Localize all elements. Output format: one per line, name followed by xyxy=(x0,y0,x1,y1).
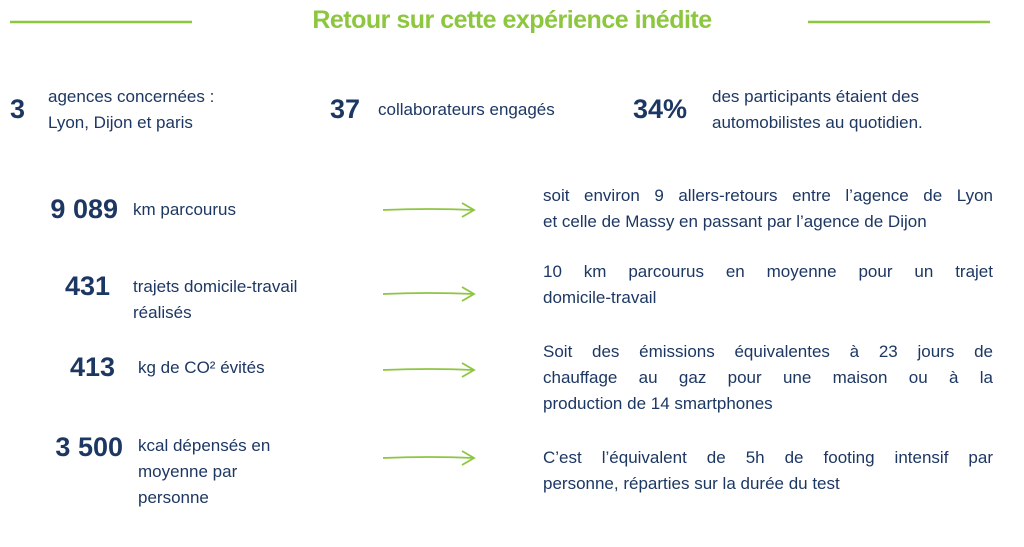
row-value: 3 500 xyxy=(55,432,123,462)
stat-value: 34% xyxy=(633,94,688,124)
line: automobilistes au quotidien. xyxy=(712,113,923,132)
line: C’est l’équivalent de 5h de footing inte… xyxy=(543,448,993,467)
line: et celle de Massy en passant par l’agenc… xyxy=(543,212,927,231)
line: 10 km parcourus en moyenne pour un traje… xyxy=(543,262,993,281)
line: chauffage au gaz pour une maison ou à la xyxy=(543,368,993,387)
row-value: 413 xyxy=(69,352,115,382)
row-label: trajets domicile-travail réalisés xyxy=(133,274,297,326)
title: Retour sur cette expérience inédite xyxy=(312,6,712,34)
line: moyenne par xyxy=(138,462,238,481)
line: trajets domicile-travail xyxy=(133,277,298,296)
row-description: Soit des émissions équivalentes à 23 jou… xyxy=(543,339,993,417)
line: soit environ 9 allers-retours entre l’ag… xyxy=(543,186,993,205)
line: kcal dépensés en xyxy=(138,436,271,455)
stat-value: 3 xyxy=(10,94,26,124)
line: production de 14 smartphones xyxy=(543,394,773,413)
row-description: soit environ 9 allers-retours entre l’ag… xyxy=(543,183,993,235)
arrows xyxy=(382,202,476,466)
stat-value: 37 xyxy=(330,94,361,124)
line: collaborateurs engagés xyxy=(378,100,555,119)
row-description: C’est l’équivalent de 5h de footing inte… xyxy=(543,445,993,497)
line: agences concernées : xyxy=(48,87,215,106)
line: domicile-travail xyxy=(543,288,657,307)
line: des participants étaient des xyxy=(712,87,919,106)
row-label: km parcourus xyxy=(133,197,236,223)
line: Lyon, Dijon et paris xyxy=(48,113,193,132)
stat-label: des participants étaient des automobilist… xyxy=(712,84,923,136)
row-value: 9 089 xyxy=(50,194,118,224)
line: personne, réparties sur la durée du test xyxy=(543,474,840,493)
row-label: kg de CO² évités xyxy=(138,355,265,381)
stat-label: collaborateurs engagés xyxy=(378,97,555,123)
line: personne xyxy=(138,488,209,507)
row-description: 10 km parcourus en moyenne pour un traje… xyxy=(543,259,993,311)
stat-label: agences concernées : Lyon, Dijon et paris xyxy=(48,84,214,136)
row-value: 431 xyxy=(64,271,110,301)
row-label: kcal dépensés en moyenne par personne xyxy=(138,433,270,511)
line: kg de CO² évités xyxy=(138,358,265,377)
line: réalisés xyxy=(133,303,192,322)
line: km parcourus xyxy=(133,200,236,219)
line: Soit des émissions équivalentes à 23 jou… xyxy=(543,342,993,361)
